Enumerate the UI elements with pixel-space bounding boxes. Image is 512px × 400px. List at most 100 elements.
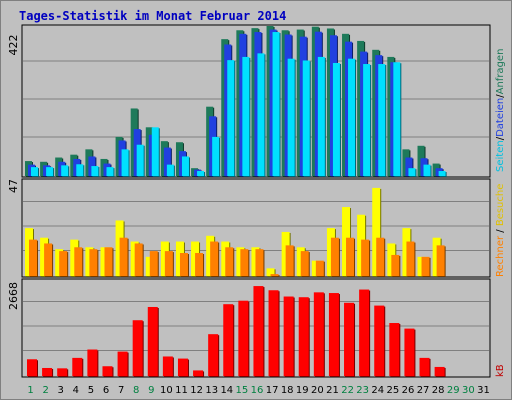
bar-rechner-day-10 — [164, 251, 173, 276]
bar-kb-day-18 — [283, 296, 294, 376]
x-tick-label: 24 — [371, 385, 384, 396]
bar-kb-day-11 — [177, 358, 188, 376]
bar-seiten-day-6 — [106, 167, 114, 176]
bar-kb-day-7 — [117, 351, 128, 376]
bar-kb-day-12 — [193, 370, 204, 376]
bar-seiten-day-2 — [46, 167, 54, 176]
bar-rechner-day-19 — [300, 251, 309, 276]
bar-seiten-day-9 — [151, 127, 159, 176]
bar-rechner-day-26 — [406, 241, 415, 276]
x-axis-labels: 1 2 3 4 5 6 7 8 9 10 11 12 13 14 15 16 17 18 19 20 21 22 23 24 2… — [27, 385, 489, 396]
bar-seiten-day-19 — [302, 60, 310, 177]
x-tick-label: 25 — [387, 385, 400, 396]
bar-shadow — [271, 275, 280, 277]
x-tick-label: 10 — [160, 385, 173, 396]
x-tick-label: 15 — [236, 385, 249, 396]
x-tick-label: 23 — [356, 385, 369, 396]
bar-seiten-day-14 — [227, 60, 235, 176]
bar-seiten-day-28 — [438, 171, 446, 176]
legend-pages: Seiten — [495, 140, 506, 172]
bar-kb-day-20 — [313, 292, 324, 376]
bar-seiten-day-3 — [61, 165, 69, 176]
bar-seiten-day-26 — [408, 168, 416, 176]
bar-rechner-day-15 — [240, 249, 249, 276]
bar-rechner-day-13 — [210, 241, 219, 276]
bar-seiten-day-1 — [31, 167, 38, 176]
x-tick-label: 30 — [462, 385, 475, 396]
bar-rechner-day-25 — [391, 254, 400, 276]
bar-seiten-day-5 — [91, 166, 99, 176]
bar-rechner-day-21 — [330, 237, 339, 276]
bar-seiten-day-11 — [181, 156, 189, 176]
bar-rechner-day-12 — [195, 253, 204, 276]
bar-rechner-day-28 — [436, 245, 445, 276]
x-tick-label: 9 — [148, 385, 154, 396]
bar-seiten-day-15 — [242, 56, 250, 176]
legend-requests: Anfragen — [495, 49, 506, 95]
bar-seiten-day-4 — [76, 164, 84, 176]
bar-seiten-day-12 — [197, 171, 205, 176]
bar-seiten-day-25 — [393, 62, 401, 177]
bar-rechner-day-5 — [89, 249, 98, 276]
bar-besuche-day-16 — [251, 247, 260, 276]
bar-rechner-day-18 — [285, 245, 294, 276]
y-max-label-visits: 47 — [7, 179, 20, 193]
legend-sep-3: / — [495, 226, 506, 236]
x-tick-label: 28 — [432, 385, 445, 396]
bar-kb-day-5 — [87, 349, 98, 376]
bar-rechner-day-2 — [44, 243, 53, 276]
bar-kb-day-13 — [208, 334, 219, 376]
x-tick-label: 17 — [266, 385, 279, 396]
svg-text:Rechner / Besuche: Rechner / Besuche — [495, 184, 506, 277]
legend-visits: Besuche — [495, 184, 506, 227]
bar-kb-day-27 — [419, 357, 430, 376]
bar-seiten-day-10 — [166, 164, 174, 176]
bar-rechner-day-3 — [59, 251, 68, 276]
x-tick-label: 20 — [311, 385, 324, 396]
x-tick-label: 11 — [175, 385, 188, 396]
bar-kb-day-17 — [268, 290, 279, 376]
x-tick-label: 29 — [447, 385, 460, 396]
bar-seiten-day-13 — [212, 136, 220, 176]
bar-rechner-day-17 — [270, 274, 279, 276]
y-max-label-requests: 422 — [7, 35, 20, 56]
chart-title: Tages-Statistik im Monat Februar 2014 — [19, 9, 287, 23]
x-tick-label: 31 — [477, 385, 490, 396]
bar-seiten-day-21 — [332, 62, 340, 176]
bar-kb-day-26 — [404, 328, 415, 376]
bar-rechner-day-9 — [149, 251, 158, 276]
bar-seiten-day-27 — [423, 164, 431, 176]
bar-seiten-day-20 — [317, 56, 325, 176]
bar-kb-day-14 — [223, 304, 234, 376]
bar-rechner-day-11 — [179, 253, 188, 276]
x-tick-label: 6 — [103, 385, 109, 396]
y-max-label-kb: 2668 — [7, 282, 20, 310]
bar-kb-day-28 — [434, 366, 445, 376]
legend-hosts: Rechner — [495, 235, 506, 277]
x-tick-label: 5 — [88, 385, 94, 396]
bar-seiten-day-18 — [287, 58, 295, 176]
legend-files: Dateien — [495, 98, 506, 137]
bar-rechner-day-20 — [315, 260, 324, 276]
bar-kb-day-8 — [132, 320, 143, 376]
x-tick-label: 4 — [73, 385, 79, 396]
bar-kb-day-2 — [42, 367, 53, 376]
bar-seiten-day-22 — [348, 58, 356, 176]
svg-text:Seiten/Dateien/Anfragen: Seiten/Dateien/Anfragen — [495, 49, 506, 172]
bar-dateien-day-26 — [405, 157, 413, 176]
x-tick-label: 7 — [118, 385, 124, 396]
bar-dateien-day-10 — [163, 147, 171, 176]
bar-rechner-day-22 — [346, 237, 355, 276]
bar-rechner-day-1 — [29, 239, 37, 276]
bar-rechner-day-16 — [255, 249, 264, 276]
bar-kb-day-4 — [72, 357, 83, 376]
x-tick-label: 13 — [205, 385, 218, 396]
legend-sep-2: / — [495, 94, 506, 98]
x-tick-label: 1 — [27, 385, 33, 396]
bar-kb-day-19 — [298, 297, 309, 376]
bar-rechner-day-8 — [134, 243, 143, 276]
x-tick-label: 19 — [296, 385, 309, 396]
bar-kb-day-10 — [162, 356, 173, 376]
bar-kb-day-3 — [57, 368, 68, 376]
